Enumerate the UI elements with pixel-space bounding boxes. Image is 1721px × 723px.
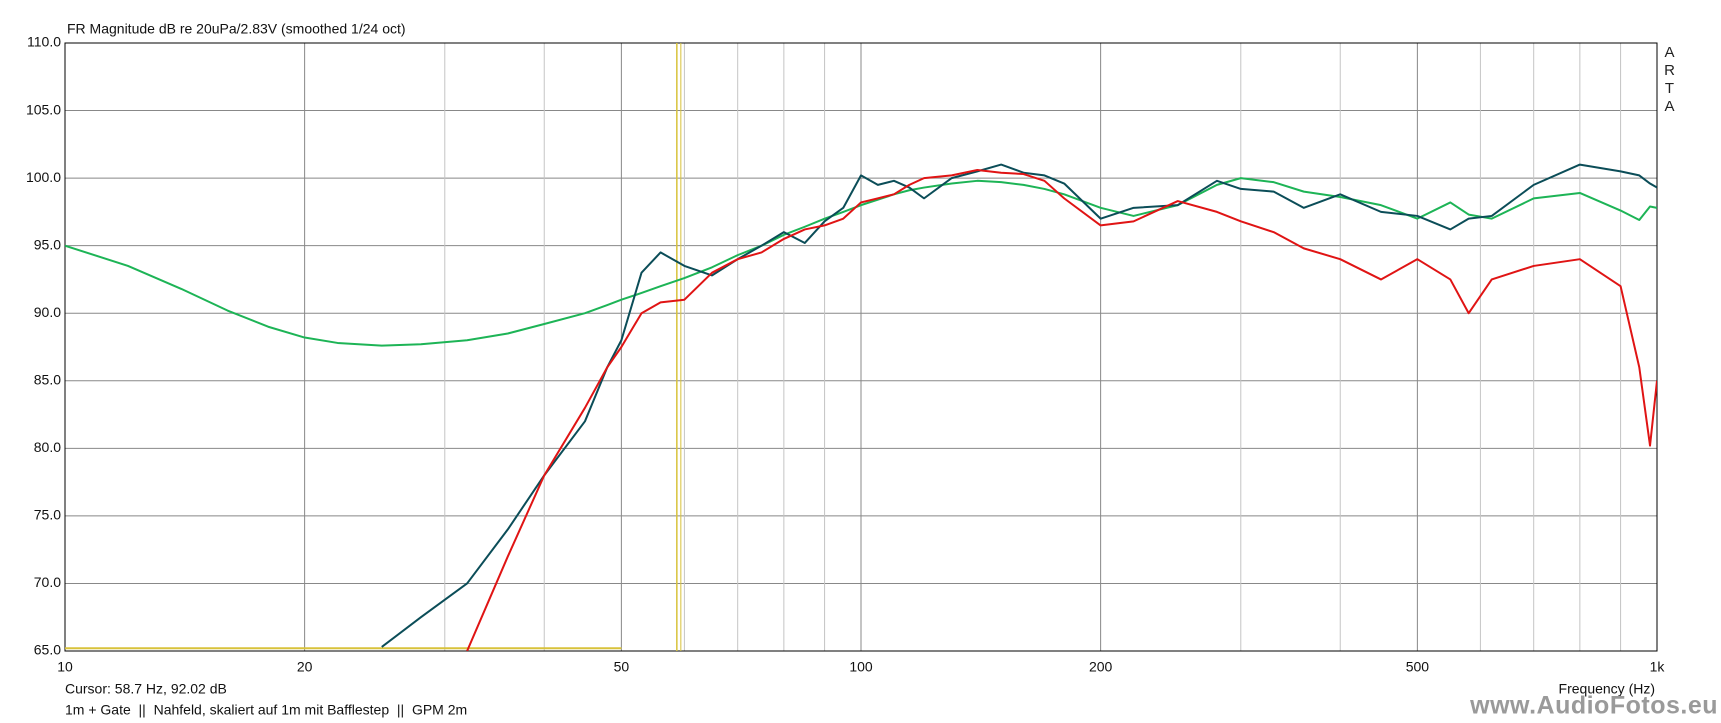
y-tick-label: 80.0 <box>34 439 61 455</box>
x-tick-label: 10 <box>57 659 73 675</box>
y-tick-label: 100.0 <box>26 169 61 185</box>
x-tick-label: 200 <box>1089 659 1113 675</box>
y-tick-label: 110.0 <box>27 34 61 50</box>
series-line <box>466 169 1657 651</box>
series-line <box>381 163 1657 648</box>
x-axis-label: Frequency (Hz) <box>1559 681 1655 697</box>
measurement-note: 1m + Gate || Nahfeld, skaliert auf 1m mi… <box>65 702 467 718</box>
y-tick-label: 95.0 <box>34 236 61 252</box>
y-tick-label: 75.0 <box>34 507 61 523</box>
watermark: www.AudioFotos.eu <box>1469 692 1718 720</box>
brand: ARTA <box>1661 44 1678 116</box>
cursor-readout: Cursor: 58.7 Hz, 92.02 dB <box>65 681 227 697</box>
x-tick-label: 1k <box>1650 659 1666 675</box>
plot-frame <box>64 42 1658 652</box>
x-tick-label: 100 <box>849 659 873 675</box>
x-tick-label: 20 <box>297 659 313 675</box>
x-tick-label: 50 <box>614 659 630 675</box>
x-tick-label: 500 <box>1406 659 1430 675</box>
y-tick-label: 105.0 <box>26 101 61 117</box>
y-tick-label: 85.0 <box>34 371 61 387</box>
y-tick-label: 70.0 <box>34 574 61 590</box>
y-tick-label: 90.0 <box>34 304 61 320</box>
chart-title: FR Magnitude dB re 20uPa/2.83V (smoothed… <box>67 21 406 37</box>
y-tick-label: 65.0 <box>34 642 61 658</box>
